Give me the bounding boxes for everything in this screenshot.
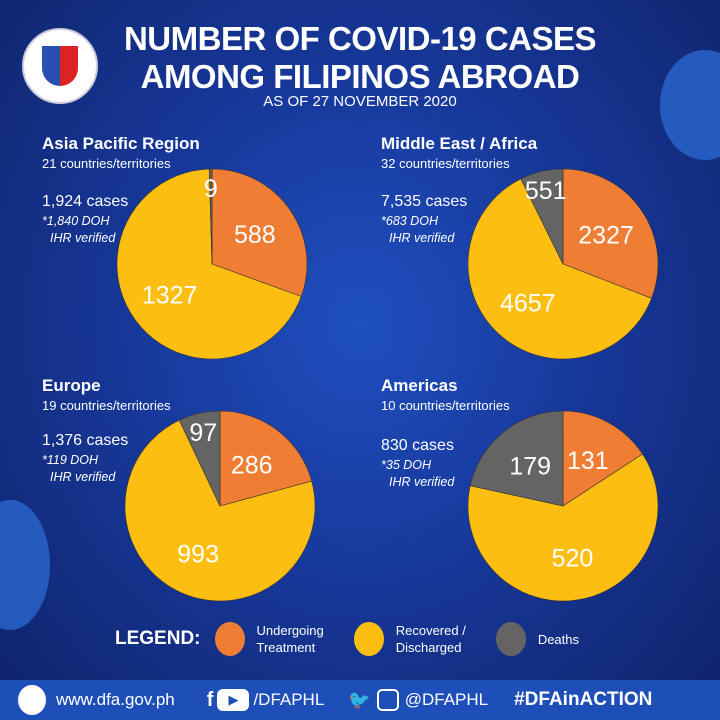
pie-slice-recovered — [467, 453, 659, 602]
legend-item-recovered: Recovered / Discharged — [353, 622, 466, 656]
instagram-icon[interactable] — [376, 689, 399, 711]
total-cases: 7,535 cases — [381, 193, 468, 210]
title-line-1: NUMBER OF COVID-19 CASES — [123, 20, 597, 57]
region-cases: 1,376 cases *119 DOH IHR verified — [42, 432, 128, 486]
total-cases: 830 cases — [381, 437, 454, 454]
pie-slice-deaths — [469, 410, 564, 507]
pie-label-undergoing: 286 — [231, 451, 273, 479]
doh-note: *1,840 DOH IHR verified — [42, 213, 128, 247]
page-subtitle: AS OF 27 NOVEMBER 2020 — [263, 93, 457, 110]
legend-title: LEGEND: — [115, 628, 201, 649]
doh-verified: IHR verified — [50, 470, 116, 484]
region-header: Europe 19 countries/territories — [42, 376, 171, 413]
legend: LEGEND: Undergoing Treatment Recovered / D… — [115, 622, 609, 656]
region-country-count: 21 countries/territories — [42, 156, 171, 171]
pie-label-deaths: 179 — [509, 452, 551, 480]
fb-yt-handle[interactable]: /DFAPHL — [253, 690, 325, 709]
region-title: Americas — [381, 376, 458, 395]
region-title: Europe — [42, 376, 101, 395]
legend-swatch — [495, 622, 526, 656]
legend-swatch — [214, 622, 245, 656]
pie-slice-deaths — [208, 168, 213, 265]
pie-label-undergoing: 2327 — [578, 221, 634, 249]
region-country-count: 19 countries/territories — [42, 398, 171, 413]
doh-verified: IHR verified — [50, 231, 116, 245]
pie-label-deaths: 97 — [189, 419, 217, 447]
tw-ig-handle[interactable]: @DFAPHL — [404, 690, 489, 709]
legend-item-deaths: Deaths — [495, 622, 580, 656]
doh-count: *1,840 DOH — [42, 214, 110, 228]
pie-label-deaths: 551 — [525, 177, 567, 205]
facebook-icon[interactable]: f — [206, 688, 214, 711]
region-header: Middle East / Africa 32 countries/territ… — [381, 134, 537, 171]
total-cases: 1,924 cases — [42, 193, 129, 210]
doh-note: *35 DOH IHR verified — [381, 457, 454, 491]
title-line-2: AMONG FILIPINOS ABROAD — [140, 58, 580, 95]
region-cases: 830 cases *35 DOH IHR verified — [381, 437, 454, 491]
twitter-icon[interactable]: 🐦 — [348, 689, 371, 710]
doh-verified: IHR verified — [389, 231, 455, 245]
dfa-seal-icon — [18, 685, 46, 715]
region-cases: 7,535 cases *683 DOH IHR verified — [381, 193, 467, 247]
pie-slice-recovered — [116, 168, 302, 360]
pie-label-recovered: 1327 — [142, 282, 198, 310]
page-title: NUMBER OF COVID-19 CASES AMONG FILIPINOS… — [120, 20, 600, 96]
legend-item-undergoing: Undergoing Treatment — [214, 622, 324, 656]
hashtag: #DFAinACTION — [514, 689, 653, 710]
pie-label-deaths: 9 — [204, 175, 218, 203]
footer: www.dfa.gov.ph f ▶ /DFAPHL 🐦 @DFAPHL #DF… — [0, 680, 720, 720]
doh-count: *35 DOH — [381, 458, 432, 472]
pie-slice-undergoing — [219, 410, 313, 507]
region-header: Asia Pacific Region 21 countries/territo… — [42, 134, 200, 171]
region-title: Asia Pacific Region — [42, 134, 200, 153]
dfa-seal-logo — [22, 28, 98, 104]
region-country-count: 10 countries/territories — [381, 398, 510, 413]
pie-label-recovered: 520 — [552, 544, 594, 572]
region-header: Americas 10 countries/territories — [381, 376, 510, 413]
youtube-icon[interactable]: ▶ — [217, 689, 250, 711]
website-link[interactable]: www.dfa.gov.ph — [56, 690, 175, 709]
pie-slice-undergoing — [562, 410, 643, 507]
legend-label: Undergoing — [256, 623, 324, 638]
doh-verified: IHR verified — [389, 475, 455, 489]
legend-label: Recovered / — [395, 623, 466, 638]
legend-label: Discharged — [395, 640, 462, 655]
doh-count: *119 DOH — [42, 453, 99, 467]
total-cases: 1,376 cases — [42, 432, 129, 449]
pie-slice-recovered — [467, 178, 652, 360]
pie-slice-undergoing — [562, 168, 659, 299]
region-title: Middle East / Africa — [381, 134, 538, 153]
doh-count: *683 DOH — [381, 214, 438, 228]
pie-slice-recovered — [124, 419, 316, 602]
legend-swatch — [353, 622, 384, 656]
legend-label: Deaths — [537, 631, 580, 647]
legend-label: Treatment — [256, 640, 316, 655]
pie-slice-deaths — [520, 168, 564, 265]
pie-slice-deaths — [178, 410, 221, 507]
doh-note: *119 DOH IHR verified — [42, 452, 128, 486]
pie-label-recovered: 4657 — [500, 290, 556, 318]
pie-label-undergoing: 588 — [234, 221, 276, 249]
pie-slice-undergoing — [211, 168, 308, 297]
pie-label-recovered: 993 — [177, 540, 219, 568]
doh-note: *683 DOH IHR verified — [381, 213, 467, 247]
region-country-count: 32 countries/territories — [381, 156, 510, 171]
region-cases: 1,924 cases *1,840 DOH IHR verified — [42, 193, 128, 247]
pie-label-undergoing: 131 — [567, 447, 609, 475]
